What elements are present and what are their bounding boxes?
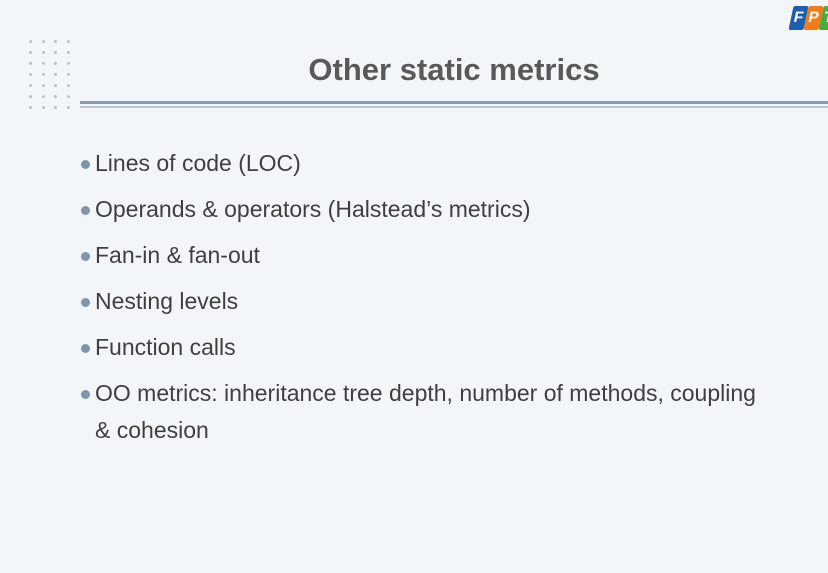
- decorative-dot: [41, 73, 45, 76]
- bullet-text: Lines of code (LOC): [95, 150, 301, 176]
- decorative-dot-grid: [29, 40, 73, 112]
- decorative-dot: [66, 106, 70, 109]
- bullet-dot-icon: [81, 344, 90, 353]
- decorative-dot: [41, 62, 45, 65]
- bullet-dot-icon: [81, 298, 90, 307]
- decorative-dot: [29, 95, 32, 98]
- bullet-item: Function calls: [80, 329, 770, 366]
- decorative-dot: [54, 62, 57, 65]
- bullet-dot-icon: [81, 160, 90, 169]
- bullet-text: Function calls: [95, 334, 236, 360]
- decorative-dot: [66, 51, 70, 54]
- bullet-dot-icon: [81, 390, 90, 399]
- decorative-dot: [29, 106, 32, 109]
- bullet-text: OO metrics: inheritance tree depth, numb…: [95, 380, 756, 443]
- decorative-dot: [29, 62, 32, 65]
- bullet-item: Nesting levels: [80, 283, 770, 320]
- bullet-item: OO metrics: inheritance tree depth, numb…: [80, 375, 770, 449]
- decorative-dot: [41, 40, 45, 43]
- decorative-dot: [66, 73, 70, 76]
- bullet-dot-icon: [81, 206, 90, 215]
- title-divider: [80, 101, 828, 104]
- fpt-logo: F P T: [789, 3, 828, 33]
- decorative-dot: [66, 84, 70, 87]
- bullet-dot-icon: [81, 252, 90, 261]
- decorative-dot: [29, 73, 32, 76]
- decorative-dot: [29, 51, 32, 54]
- bullet-text: Fan-in & fan-out: [95, 242, 260, 268]
- decorative-dot: [54, 73, 57, 76]
- slide-title: Other static metrics: [308, 52, 600, 87]
- decorative-dot: [54, 106, 57, 109]
- decorative-dot: [41, 95, 45, 98]
- decorative-dot: [54, 84, 57, 87]
- bullet-text: Operands & operators (Halstead’s metrics…: [95, 196, 531, 222]
- title-divider-secondary: [80, 106, 828, 108]
- decorative-dot: [66, 95, 70, 98]
- decorative-dot: [29, 84, 32, 87]
- bullet-item: Operands & operators (Halstead’s metrics…: [80, 191, 770, 228]
- decorative-dot: [54, 51, 57, 54]
- decorative-dot: [66, 40, 70, 43]
- bullet-item: Fan-in & fan-out: [80, 237, 770, 274]
- decorative-dot: [29, 40, 32, 43]
- decorative-dot: [41, 51, 45, 54]
- decorative-dot: [54, 40, 57, 43]
- decorative-dot: [41, 106, 45, 109]
- bullet-text: Nesting levels: [95, 288, 239, 314]
- bullet-item: Lines of code (LOC): [80, 145, 770, 182]
- decorative-dot: [66, 62, 70, 65]
- decorative-dot: [41, 84, 45, 87]
- decorative-dot: [54, 95, 57, 98]
- bullet-list: Lines of code (LOC) Operands & operators…: [80, 145, 770, 458]
